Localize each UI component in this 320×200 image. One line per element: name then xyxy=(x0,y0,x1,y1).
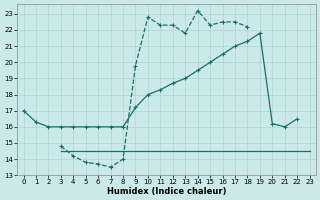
X-axis label: Humidex (Indice chaleur): Humidex (Indice chaleur) xyxy=(107,187,226,196)
